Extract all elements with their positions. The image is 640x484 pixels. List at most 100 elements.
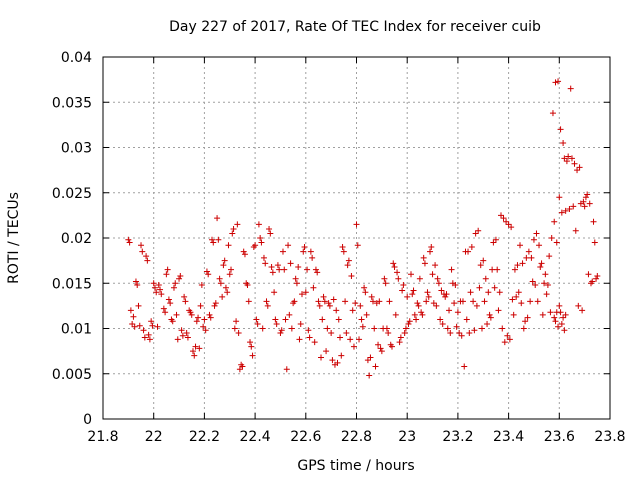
data-point [580,198,587,205]
data-point [192,343,199,350]
data-point [178,327,185,334]
data-point [421,260,428,267]
data-point [458,332,465,339]
data-point [316,302,323,309]
data-point [319,316,326,323]
data-point [581,203,588,210]
y-tick-label: 0 [83,412,92,428]
data-point [356,336,363,343]
data-point [552,318,559,325]
data-point [519,260,526,267]
data-point [447,330,454,337]
data-point [349,307,356,314]
data-point [287,260,294,267]
data-point [475,227,482,234]
data-point [260,254,267,261]
data-point [222,284,229,291]
data-point [216,275,223,282]
data-point [541,280,548,287]
x-tick-label: 23 [398,429,416,445]
data-point [594,273,601,280]
data-point [405,320,412,327]
data-point [329,357,336,364]
data-point [129,320,136,327]
x-tick-label: 23.6 [544,429,575,445]
y-tick-label: 0.035 [52,95,92,111]
data-point [170,284,177,291]
data-point [352,300,359,307]
data-point [582,194,589,201]
data-point [183,330,190,337]
data-point [165,296,172,303]
data-point [344,262,351,269]
y-tick-label: 0.04 [61,50,92,66]
data-point [562,207,569,214]
data-point [510,311,517,318]
data-point [249,352,256,359]
data-point [538,260,545,267]
data-point [140,327,147,334]
data-point [354,242,361,249]
data-point [202,327,209,334]
data-point [357,302,364,309]
data-point [433,302,440,309]
data-point [568,155,575,162]
data-point [323,348,330,355]
data-point [590,218,597,225]
data-point [138,242,145,249]
data-point [560,139,567,146]
data-point [127,307,134,314]
data-point [342,298,349,305]
axis-ticks [102,56,611,420]
data-point [572,227,579,234]
data-point [276,266,283,273]
x-tick-label: 22.4 [240,429,271,445]
data-point [318,354,325,361]
data-point [547,309,554,316]
data-point [463,316,470,323]
data-point [424,289,431,296]
data-point [285,242,292,249]
data-point [279,248,286,255]
data-point [406,318,413,325]
data-point [258,239,265,246]
data-point [529,278,536,285]
data-point [184,334,191,341]
data-point [163,271,170,278]
data-point [574,167,581,174]
data-point [533,230,540,237]
data-point [593,275,600,282]
data-point [257,235,264,241]
data-point [557,126,564,133]
data-point [306,334,313,341]
data-point [301,244,308,251]
data-point [546,253,553,260]
data-point [432,262,439,269]
data-point [310,284,317,291]
data-point [259,325,266,332]
data-point [131,323,138,330]
data-point [144,257,151,264]
data-point [328,330,335,337]
data-point [456,330,463,337]
data-point [513,293,520,300]
data-point [451,300,458,307]
data-point [471,327,478,334]
data-point [228,266,235,273]
data-point [495,307,502,314]
data-point [536,242,543,249]
data-point [385,330,392,337]
data-point [343,330,350,337]
data-point [266,225,273,232]
data-point [376,298,383,305]
data-point [575,302,582,309]
data-point [487,314,494,321]
data-point [325,300,332,307]
data-point [589,278,596,285]
data-point [504,332,511,339]
data-point [561,327,568,334]
data-point [544,282,551,289]
data-point [557,309,564,316]
data-point [418,309,425,316]
